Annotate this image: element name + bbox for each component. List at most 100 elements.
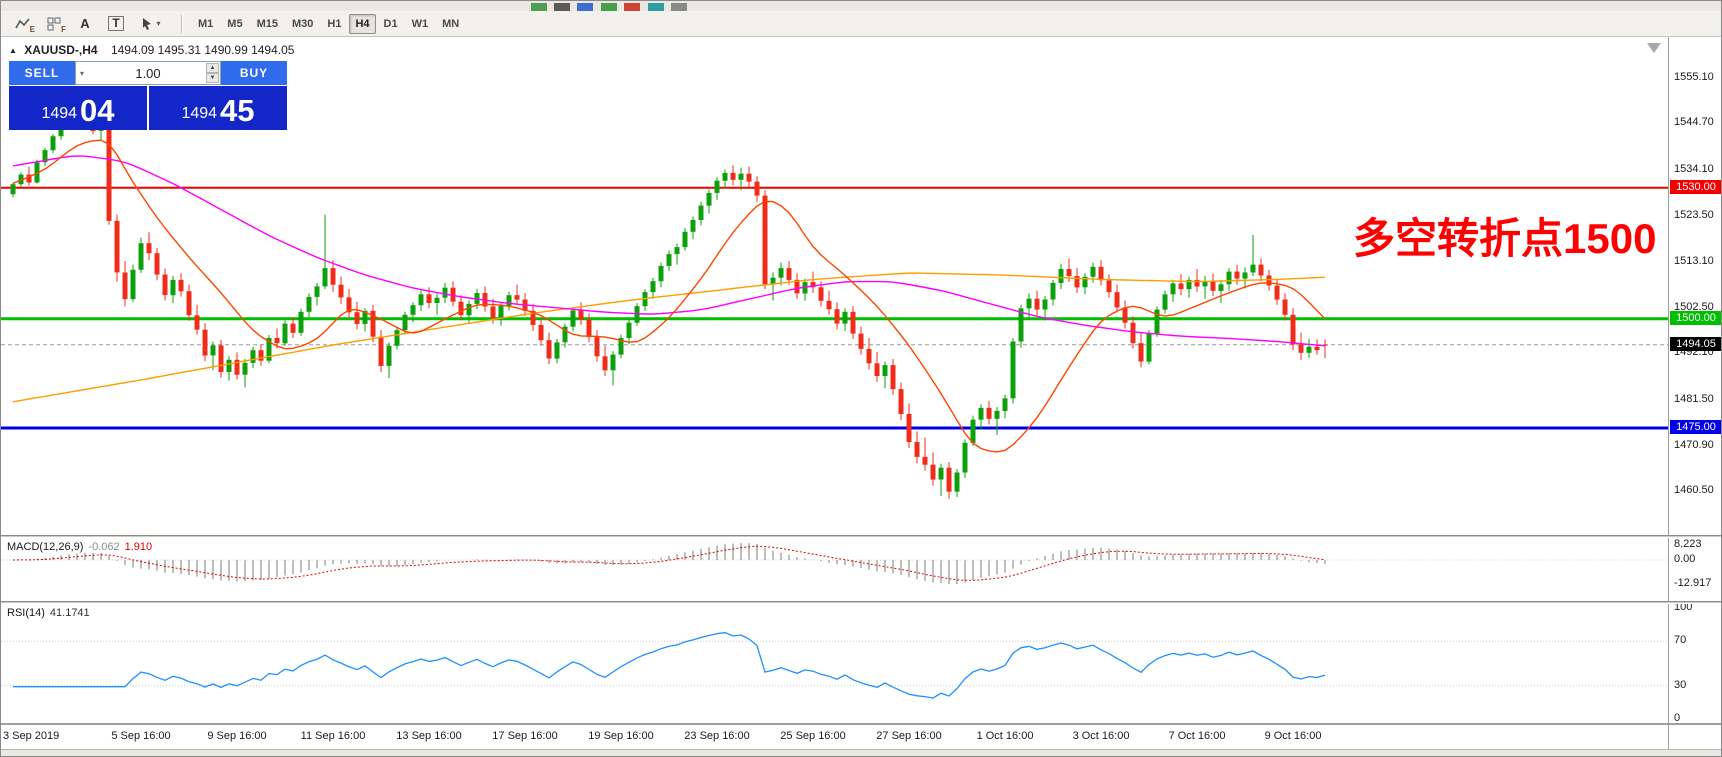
time-axis-label: 3 Oct 16:00 (1072, 730, 1130, 742)
cropped-icon-fragment (601, 3, 617, 11)
timeframe-button-h1[interactable]: H1 (327, 17, 342, 30)
price-axis-label: 1523.50 (1674, 209, 1714, 222)
price-axis[interactable]: 1555.10 1544.70 1534.10 1523.50 1513.10 1502.… (1668, 37, 1721, 749)
price-level-badge: 1530.00 (1670, 179, 1721, 194)
price-level-badge: 1500.00 (1670, 310, 1721, 325)
price-axis-label: 1513.10 (1674, 254, 1714, 267)
price-axis-label: 1460.50 (1674, 484, 1714, 497)
buy-button[interactable]: BUY (221, 61, 287, 85)
one-click-trading-panel: SELL ▾ ▲ ▼ BUY 1494 04 1494 45 (9, 61, 287, 130)
buy-price-pips: 45 (220, 93, 255, 128)
icon-sub-letter: E (29, 24, 35, 34)
time-axis-label: 25 Sep 16:00 (780, 730, 846, 742)
cropped-icon-fragment (531, 3, 547, 11)
panel-divider-rsi[interactable] (1, 601, 1721, 604)
time-axis-label: 3 Sep 2019 (3, 730, 60, 742)
text-label-icon[interactable]: A (71, 13, 99, 35)
objects-grid-icon[interactable]: F (40, 13, 68, 35)
cropped-icon-fragment (577, 3, 593, 11)
price-axis-label: 1502.50 (1674, 300, 1714, 313)
chart-text-annotation[interactable]: 多空转折点1500 (1353, 215, 1657, 262)
rsi-value: 41.1741 (49, 607, 90, 619)
price-axis-label: 1544.70 (1674, 116, 1714, 129)
icon-sub-letter: F (61, 24, 66, 34)
time-axis-label: 13 Sep 16:00 (396, 730, 462, 742)
time-axis-label: 23 Sep 16:00 (684, 730, 750, 742)
cursor-tool-icon[interactable]: ▾ (133, 13, 169, 35)
ohlc-values: 1494.09 1495.31 1490.99 1494.05 (110, 43, 295, 57)
time-axis-label: 19 Sep 16:00 (588, 730, 654, 742)
toolbar-separator (181, 14, 183, 33)
chart-toolbar: E F A T ▾ M1 M5 M15 M30 H1 H4 D1 W1 MN (1, 11, 1721, 37)
cropped-icon-fragment (624, 3, 640, 11)
time-axis-label: 17 Sep 16:00 (492, 730, 558, 742)
volume-dropdown-icon[interactable]: ▾ (80, 69, 85, 78)
cropped-icon-fragment (554, 3, 570, 11)
time-axis-label: 7 Oct 16:00 (1168, 730, 1226, 742)
text-tool-glyph: A (80, 16, 90, 31)
time-axis-border (1, 723, 1721, 725)
macd-main-value: -0.062 (88, 541, 120, 553)
time-axis[interactable]: 3 Sep 2019 5 Sep 16:00 9 Sep 16:00 11 Sep 1… (1, 725, 1668, 749)
timeframe-button-m1[interactable]: M1 (198, 17, 214, 30)
macd-indicator-label: MACD(12,26,9) -0.062 1.910 (7, 541, 152, 553)
template-glyph: T (108, 16, 124, 31)
timeframe-button-mn[interactable]: MN (442, 17, 460, 30)
buy-price-display[interactable]: 1494 45 (149, 86, 287, 130)
cropped-toolbar-icons (1, 1, 1721, 11)
price-axis-label: 1555.10 (1674, 71, 1714, 84)
timeframe-button-m5[interactable]: M5 (227, 17, 243, 30)
cropped-icon-fragment (671, 3, 687, 11)
time-axis-label: 5 Sep 16:00 (111, 730, 171, 742)
grid-glyph (47, 17, 61, 30)
macd-signal-value: 1.910 (124, 541, 153, 553)
buy-price-main: 1494 (181, 105, 218, 122)
price-level-badge: 1494.05 (1670, 336, 1721, 351)
chart-header: ▲ XAUUSD-,H4 1494.09 1495.31 1490.99 149… (9, 43, 294, 57)
macd-axis-label: 8.223 (1674, 537, 1702, 550)
price-axis-label: 1481.50 (1674, 392, 1714, 405)
rsi-name: RSI(14) (7, 607, 45, 619)
timeframe-button-m15[interactable]: M15 (256, 17, 278, 30)
rsi-axis-label: 30 (1674, 678, 1687, 691)
sell-price-pips: 04 (80, 93, 115, 128)
volume-box: ▾ ▲ ▼ (75, 61, 221, 85)
collapse-arrow-icon[interactable]: ▲ (9, 46, 17, 55)
profile-charts-icon[interactable]: E (9, 13, 37, 35)
cursor-glyph (143, 18, 152, 30)
timeframe-button-w1[interactable]: W1 (411, 17, 429, 30)
time-axis-label: 1 Oct 16:00 (976, 730, 1034, 742)
rsi-axis-label: 70 (1674, 634, 1687, 647)
volume-input[interactable] (76, 64, 220, 82)
price-axis-label: 1534.10 (1674, 162, 1714, 175)
volume-decrease-button[interactable]: ▼ (206, 73, 219, 83)
macd-name: MACD(12,26,9) (7, 541, 84, 553)
template-icon[interactable]: T (102, 13, 130, 35)
sell-price-main: 1494 (41, 105, 78, 122)
timeframe-group: M1 M5 M15 M30 H1 H4 D1 W1 MN (192, 13, 467, 34)
time-axis-label: 27 Sep 16:00 (876, 730, 942, 742)
window-bottom-edge (1, 749, 1721, 756)
cropped-icon-fragment (648, 3, 664, 11)
timeframe-button-m30[interactable]: M30 (291, 17, 314, 30)
sell-price-display[interactable]: 1494 04 (9, 86, 147, 130)
rsi-axis-label: 100 (1674, 601, 1693, 613)
time-axis-label: 9 Oct 16:00 (1264, 730, 1322, 742)
zigzag-glyph (15, 17, 30, 28)
timeframe-button-d1[interactable]: D1 (383, 17, 398, 30)
time-axis-label: 11 Sep 16:00 (300, 730, 366, 742)
volume-increase-button[interactable]: ▲ (206, 63, 219, 73)
price-level-badge: 1475.00 (1670, 419, 1721, 434)
rsi-indicator-label: RSI(14) 41.1741 (7, 607, 90, 619)
time-axis-label: 9 Sep 16:00 (207, 730, 267, 742)
symbol-timeframe-label: XAUUSD-,H4 (24, 43, 98, 57)
timeframe-button-h4[interactable]: H4 (349, 13, 376, 34)
sell-button[interactable]: SELL (9, 61, 75, 85)
chevron-down-icon: ▾ (156, 19, 161, 28)
panel-divider-macd[interactable] (1, 535, 1721, 538)
chart-plot-area[interactable] (1, 37, 1668, 723)
macd-axis-label: 0.00 (1674, 553, 1696, 565)
rsi-axis-label: 0 (1674, 712, 1681, 724)
price-axis-label: 1470.90 (1674, 438, 1714, 451)
